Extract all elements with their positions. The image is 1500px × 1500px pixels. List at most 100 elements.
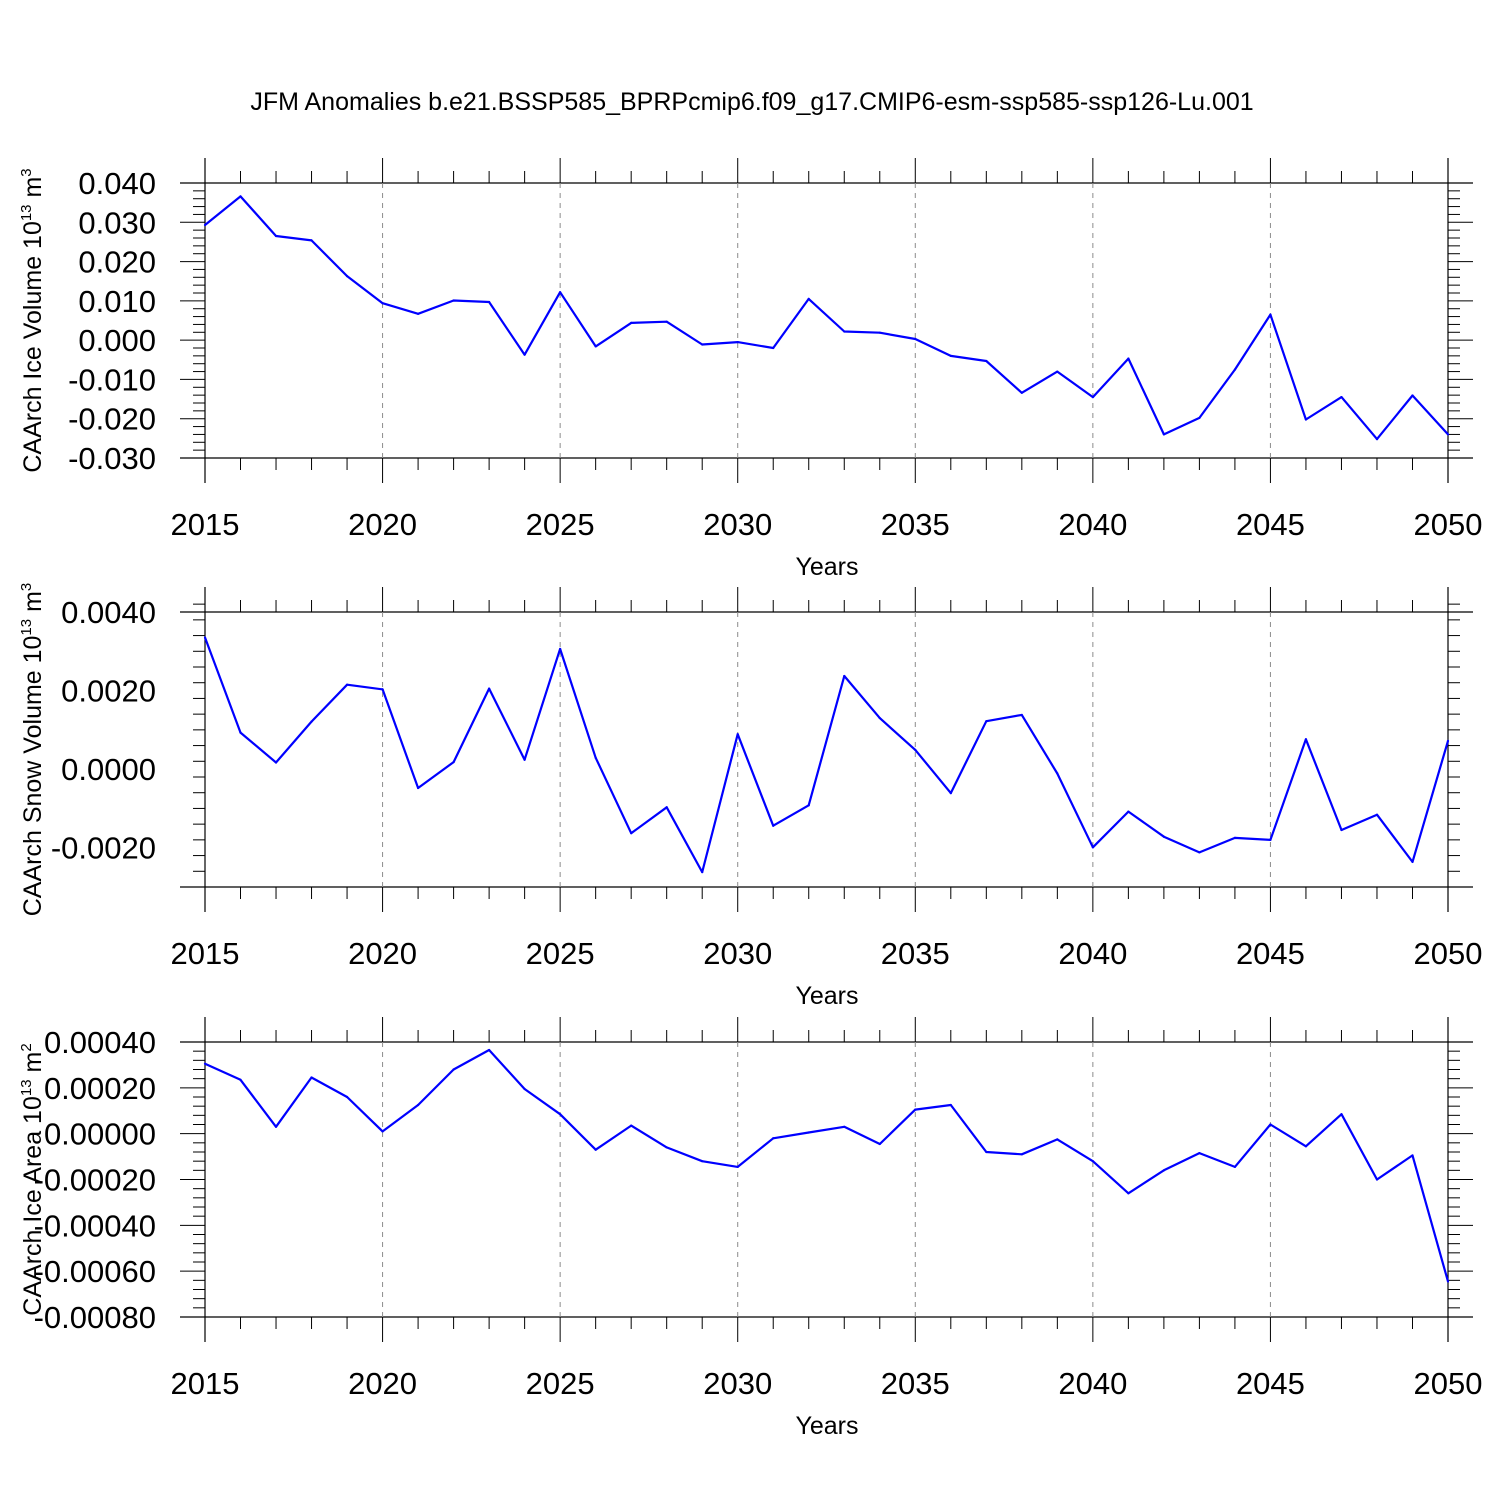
figure-title: JFM Anomalies b.e21.BSSP585_BPRPcmip6.f0… <box>250 88 1253 116</box>
y-axis-title-group: CAArch Snow Volume 1013 m3 <box>18 583 47 917</box>
y-tick-label: -0.00060 <box>34 1254 156 1289</box>
data-point <box>203 636 207 639</box>
data-point <box>1233 368 1237 371</box>
data-point <box>1446 433 1450 436</box>
y-tick-label: -0.010 <box>68 362 156 397</box>
data-point <box>381 688 384 691</box>
data-point <box>843 330 846 333</box>
data-point <box>1020 391 1023 394</box>
data-point <box>1304 418 1308 421</box>
x-tick-label: 2030 <box>703 936 772 971</box>
x-tick-label: 2025 <box>526 936 595 971</box>
y-tick-label: 0.0000 <box>61 752 156 787</box>
data-point <box>559 291 562 294</box>
x-axis-title: Years <box>795 553 858 581</box>
x-tick-label: 2025 <box>526 507 595 542</box>
x-tick-label: 2030 <box>703 507 772 542</box>
data-point <box>345 683 349 686</box>
data-point <box>914 748 917 751</box>
data-point <box>949 354 952 357</box>
data-point <box>594 1148 597 1151</box>
data-point <box>807 804 810 807</box>
data-point <box>1269 1123 1272 1126</box>
x-tick-label: 2020 <box>348 1366 417 1401</box>
y-tick-label: 0.00020 <box>44 1071 156 1106</box>
data-point <box>772 346 775 350</box>
data-point <box>630 321 633 324</box>
data-point <box>488 1048 491 1052</box>
data-point <box>274 761 278 764</box>
y-axis-title: CAArch Ice Area 1013 m2 <box>18 1043 47 1315</box>
y-tick-label: -0.00020 <box>34 1163 156 1198</box>
y-axis-title: CAArch Ice Volume 1013 m3 <box>18 168 47 472</box>
y-tick-label: 0.030 <box>78 205 156 240</box>
data-point <box>1269 838 1272 841</box>
data-point <box>1375 813 1379 816</box>
x-tick-label: 2015 <box>171 936 240 971</box>
data-point <box>452 299 455 302</box>
data-point <box>843 1125 846 1128</box>
data-point <box>416 1103 420 1107</box>
x-tick-label: 2040 <box>1058 1366 1127 1401</box>
data-point <box>914 1108 917 1111</box>
data-point <box>1056 772 1059 775</box>
data-point <box>1233 836 1237 839</box>
data-point <box>949 1103 952 1107</box>
y-axis-title-group: CAArch Ice Volume 1013 m3 <box>18 168 47 472</box>
y-tick-label: 0.000 <box>78 323 156 358</box>
data-point <box>594 345 597 348</box>
x-tick-label: 2015 <box>171 1366 240 1401</box>
data-point <box>736 1165 739 1168</box>
data-point <box>1411 394 1414 397</box>
data-point <box>1162 835 1165 838</box>
data-point <box>914 337 917 341</box>
data-point <box>1091 396 1094 399</box>
data-point <box>1127 810 1130 813</box>
data-point <box>736 733 739 736</box>
y-tick-label: -0.020 <box>68 402 156 437</box>
data-point <box>452 1068 455 1071</box>
data-point <box>1375 1178 1379 1181</box>
y-tick-label: 0.0020 <box>61 674 156 709</box>
data-point <box>523 353 526 356</box>
x-tick-label: 2020 <box>348 507 417 542</box>
data-point <box>1375 438 1379 441</box>
x-tick-label: 2035 <box>881 1366 950 1401</box>
data-point <box>310 1076 313 1079</box>
data-point <box>1162 1169 1165 1172</box>
data-point <box>345 275 349 278</box>
data-point <box>488 687 491 690</box>
data-point <box>1091 1160 1094 1163</box>
data-point <box>1198 851 1201 854</box>
data-point <box>701 870 704 874</box>
data-point <box>630 832 633 835</box>
data-point <box>985 359 988 363</box>
data-point <box>1411 1154 1414 1157</box>
panel-2: 0.0040 0.0020 0.0000 -0.0020 2015 2020 2025 203… <box>18 583 1482 1010</box>
data-point <box>1056 370 1059 373</box>
data-point <box>665 806 668 809</box>
x-tick-label: 2030 <box>703 1366 772 1401</box>
data-point <box>345 1095 349 1099</box>
data-point <box>1269 313 1272 316</box>
data-point <box>381 1130 384 1133</box>
data-point <box>1127 357 1130 360</box>
data-point <box>985 1150 988 1154</box>
data-point <box>772 1137 775 1140</box>
data-point <box>1411 860 1414 863</box>
y-tick-label: 0.010 <box>78 284 156 319</box>
y-tick-label: -0.00080 <box>34 1300 156 1335</box>
data-point <box>1020 713 1023 717</box>
data-point <box>523 758 526 761</box>
panels-container: 0.040 0.030 0.020 0.010 0.000 -0.010 -0.020 -0.… <box>18 158 1482 1440</box>
y-tick-label: 0.00000 <box>44 1117 156 1152</box>
x-tick-label: 2045 <box>1236 507 1305 542</box>
data-point <box>878 1142 881 1146</box>
data-point <box>310 239 313 242</box>
y-tick-label: 0.020 <box>78 245 156 280</box>
data-point <box>1162 433 1165 436</box>
data-point <box>239 195 242 198</box>
data-point <box>701 1160 704 1163</box>
data-point <box>772 824 775 827</box>
data-point <box>1056 1138 1059 1141</box>
